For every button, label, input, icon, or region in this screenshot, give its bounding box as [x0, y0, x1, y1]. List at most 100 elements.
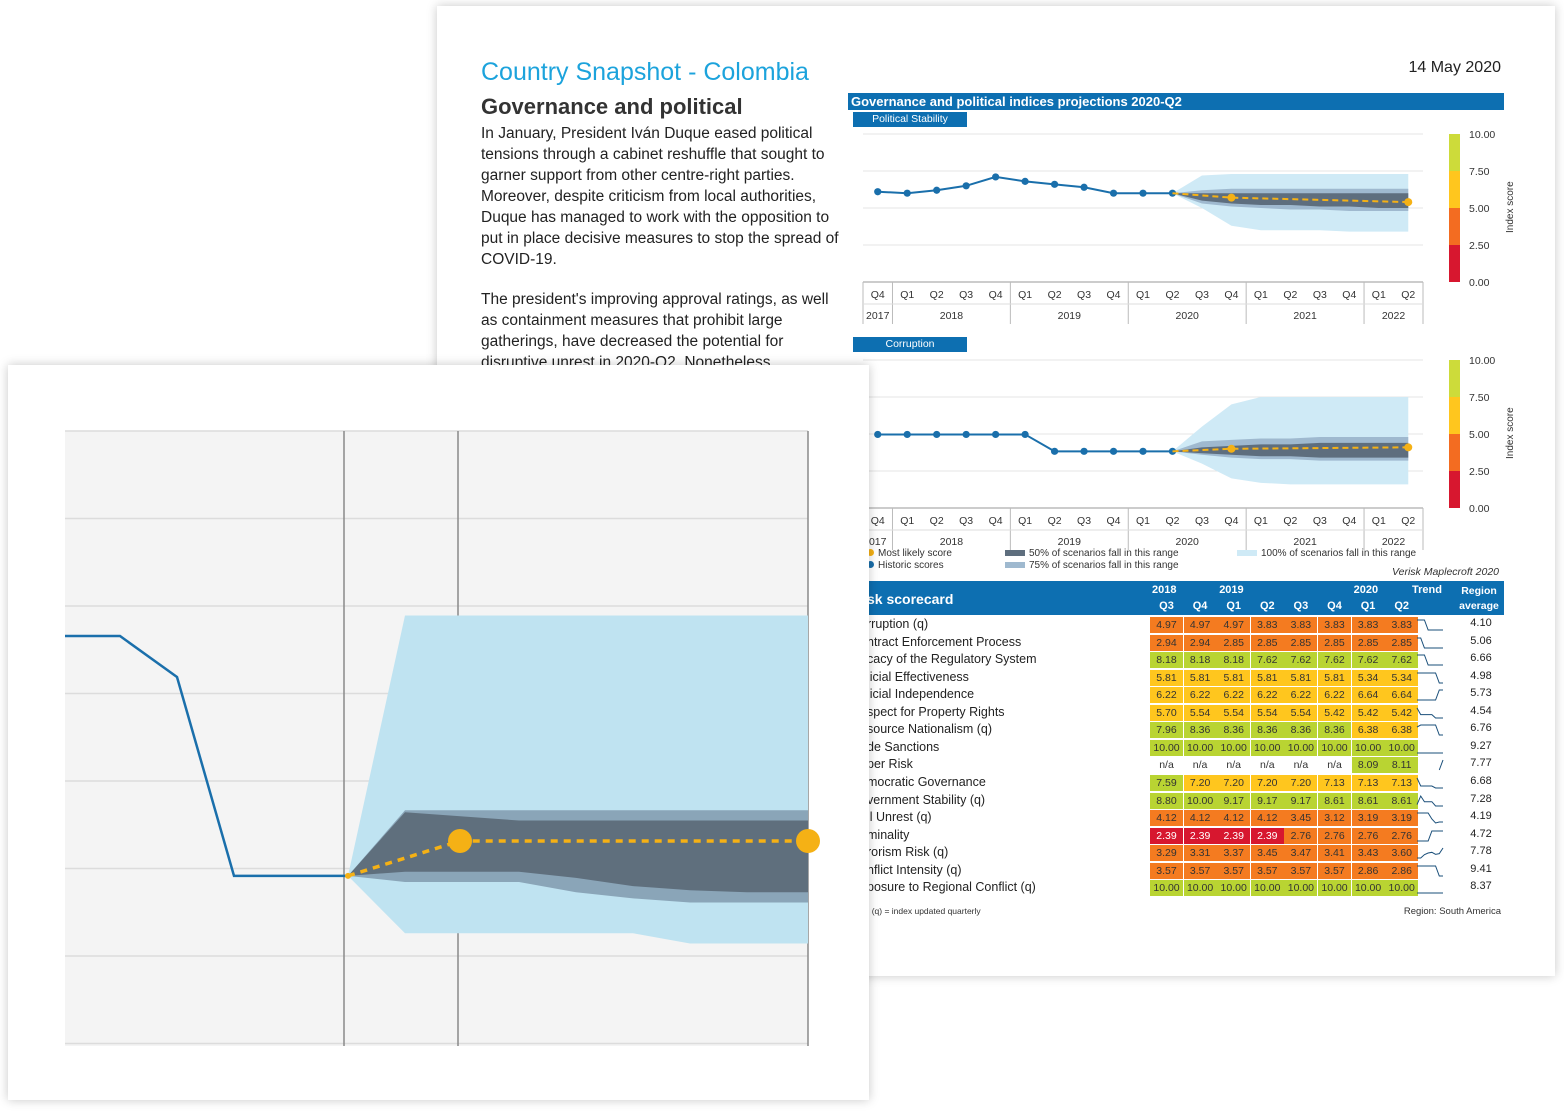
- x-tick-label: Q4: [1342, 515, 1356, 527]
- region-average: 4.19: [1470, 810, 1492, 823]
- band-100-swatch-icon: [1237, 550, 1257, 556]
- legend-band-50: 50% of scenarios fall in this range: [1005, 548, 1179, 559]
- indicator-name: spect for Property Rights: [867, 704, 1005, 719]
- historic-point: [962, 430, 970, 439]
- score-cell: 2.85: [1217, 634, 1251, 651]
- x-tick-label: Q1: [900, 289, 914, 301]
- x-tick-label: Q4: [871, 289, 885, 301]
- y-tick-label: 10.00: [1469, 355, 1495, 367]
- x-tick-label: Q4: [1107, 289, 1121, 301]
- legend-most-likely: Most likely score: [867, 548, 952, 559]
- score-cell: 7.62: [1284, 652, 1318, 669]
- x-tick-label: Q1: [1018, 515, 1032, 527]
- score-cell: 10.00: [1318, 880, 1351, 897]
- trend-sparkline: [1417, 654, 1443, 666]
- score-cell: 2.86: [1385, 862, 1419, 879]
- score-cell: 5.42: [1351, 704, 1385, 721]
- indicator-name: vernment Stability (q): [867, 792, 986, 807]
- historic-point: [874, 188, 882, 196]
- score-cell: 5.42: [1318, 704, 1351, 721]
- report-date: 14 May 2020: [1408, 59, 1501, 76]
- region-note: Region: South America: [1403, 906, 1501, 917]
- score-cell: 7.20: [1284, 774, 1318, 791]
- band-75-swatch-icon: [1005, 562, 1025, 568]
- x-tick-label: Q1: [1136, 515, 1150, 527]
- region-average: 8.37: [1470, 880, 1492, 893]
- historic-point: [1080, 183, 1088, 191]
- score-cell: 2.76: [1385, 827, 1419, 844]
- score-cell: 8.36: [1284, 722, 1318, 739]
- scorecard-quarter: Q3: [1293, 600, 1309, 612]
- scorecard-row: spect for Property Rights 5.70 5.54 5.54 5.5…: [867, 704, 1507, 722]
- score-cell: 2.39: [1150, 827, 1183, 844]
- score-cell: 10.00: [1318, 739, 1351, 756]
- score-cell: 3.47: [1284, 845, 1318, 862]
- score-cell: 3.37: [1217, 845, 1251, 862]
- scorecard-row: ntract Enforcement Process 2.94 2.94 2.85 2.…: [867, 634, 1507, 652]
- score-cell: 5.81: [1318, 669, 1351, 686]
- scorecard-year-2019: 2019: [1219, 584, 1244, 596]
- region-average: 4.98: [1470, 669, 1492, 682]
- scorecard-quarter: Q4: [1192, 600, 1208, 612]
- score-cell: 8.18: [1217, 652, 1251, 669]
- score-cell: 4.97: [1183, 617, 1217, 633]
- score-cell: 6.22: [1183, 687, 1217, 704]
- chart-label-corruption: Corruption: [853, 337, 967, 352]
- historic-point: [1168, 447, 1177, 455]
- x-tick-label: Q2: [1048, 515, 1062, 527]
- historic-point: [903, 189, 911, 197]
- score-cell: 3.41: [1318, 845, 1351, 862]
- score-cell: 5.81: [1250, 669, 1284, 686]
- score-cell: 10.00: [1351, 880, 1385, 897]
- x-tick-label: Q4: [1224, 515, 1238, 527]
- score-cell: 5.54: [1284, 704, 1318, 721]
- indicator-name: ntract Enforcement Process: [867, 634, 1022, 649]
- most-likely-marker-icon: [867, 549, 874, 556]
- score-cell: 3.43: [1351, 845, 1385, 862]
- score-scale-segment: [1449, 397, 1460, 434]
- historic-point: [874, 430, 882, 439]
- score-cell: 7.13: [1351, 774, 1385, 791]
- x-tick-label: Q2: [1165, 515, 1179, 527]
- scorecard-quarter: Q2: [1394, 600, 1410, 612]
- indicator-name: rorism Risk (q): [867, 845, 949, 860]
- most-likely-point: [1404, 443, 1413, 452]
- scorecard-row: rruption (q) 4.97 4.97 4.97 3.83 3.83 3.83 3.83…: [867, 616, 1507, 634]
- scorecard-row: cacy of the Regulatory System 8.18 8.18 8.1…: [867, 651, 1507, 669]
- trend-line: [1416, 707, 1443, 719]
- indicator-name: nflict Intensity (q): [867, 862, 962, 877]
- trend-line: [1416, 724, 1443, 736]
- scorecard-quarter: Q4: [1327, 600, 1342, 612]
- scorecard-quarter: Q3: [1159, 600, 1174, 612]
- scorecard-quarter: Q1: [1360, 600, 1376, 612]
- year-label: 2020: [1176, 536, 1200, 548]
- trend-sparkline: [1416, 707, 1443, 719]
- trend-sparkline: [1417, 812, 1443, 824]
- historic-marker-icon: [867, 561, 874, 568]
- score-cell: 5.81: [1217, 669, 1251, 686]
- x-tick-label: Q2: [930, 515, 944, 527]
- scorecard-row: source Nationalism (q) 7.96 8.36 8.36 8.36 8.…: [867, 721, 1507, 739]
- historic-point: [933, 186, 941, 194]
- score-cell: 7.59: [1150, 774, 1183, 791]
- score-cell: 8.18: [1183, 652, 1217, 669]
- score-cell: 10.00: [1183, 792, 1217, 809]
- score-cell: 10.00: [1150, 739, 1183, 756]
- region-average: 5.73: [1470, 687, 1492, 700]
- x-tick-label: Q1: [1018, 289, 1032, 301]
- region-average: 4.10: [1470, 617, 1492, 629]
- score-cell: 6.22: [1284, 687, 1318, 704]
- scorecard-title: sk scorecard: [867, 591, 954, 607]
- score-cell: 9.17: [1250, 792, 1284, 809]
- region-average: 4.72: [1470, 827, 1492, 840]
- zoom-most-likely-point: [448, 829, 472, 853]
- score-cell: 8.11: [1385, 757, 1419, 774]
- historic-point: [1021, 430, 1029, 439]
- political-stability-chart: 10.00 7.50 5.00 2.50 0.00 Index score Q4 Q1 Q2 Q3…: [862, 129, 1516, 324]
- x-tick-label: Q2: [1165, 289, 1179, 301]
- region-average: 6.76: [1470, 722, 1492, 735]
- scorecard-quarter: Q1: [1226, 600, 1242, 612]
- score-cell: 10.00: [1150, 880, 1183, 897]
- score-cell: 3.19: [1385, 810, 1419, 827]
- region-average: 6.66: [1470, 652, 1492, 665]
